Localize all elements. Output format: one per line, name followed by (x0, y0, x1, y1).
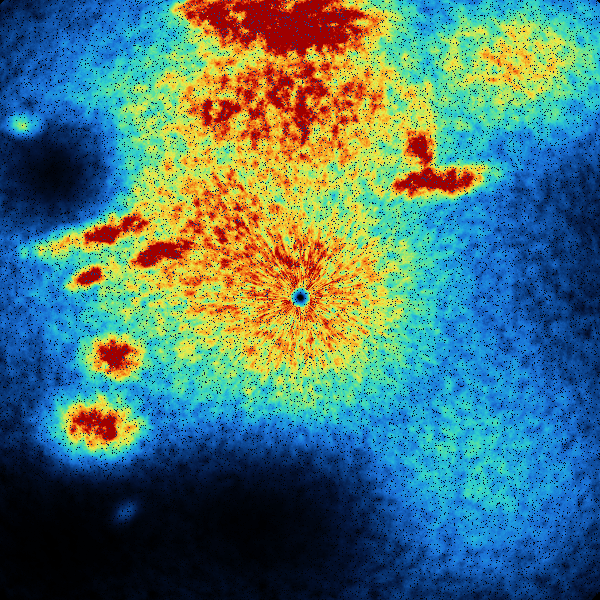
radar-display: Radar Reflectivity PPI Reflectivity (dBZ… (0, 0, 600, 600)
radar-reflectivity-canvas (0, 0, 600, 600)
